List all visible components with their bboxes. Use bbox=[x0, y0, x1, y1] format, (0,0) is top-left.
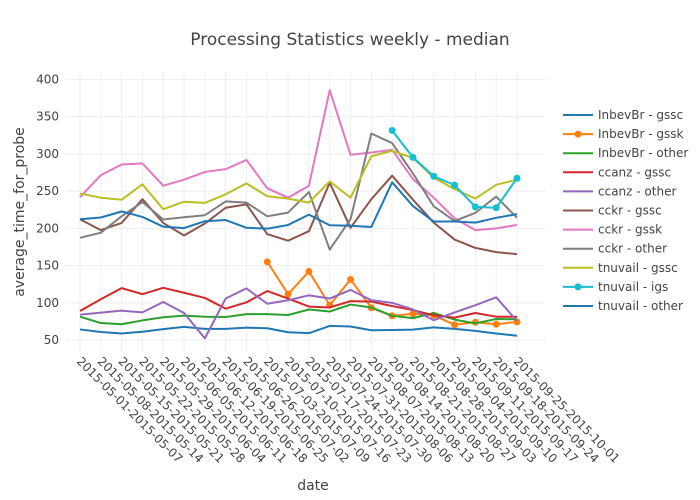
series-line bbox=[79, 324, 518, 337]
series-tnuvail-other bbox=[79, 181, 518, 230]
legend-item[interactable]: ccanz - other bbox=[563, 184, 676, 198]
y-axis-label: average_time_for_probe bbox=[12, 127, 28, 297]
y-tick-label: 250 bbox=[36, 184, 59, 198]
data-point bbox=[347, 275, 355, 283]
series-tnuvail-gssc bbox=[79, 149, 518, 211]
legend-item[interactable]: InbevBr - gssk bbox=[563, 127, 683, 141]
data-point bbox=[471, 203, 479, 211]
data-point bbox=[451, 181, 459, 189]
x-axis-label: date bbox=[297, 478, 329, 494]
legend-label: cckr - other bbox=[598, 242, 667, 256]
data-point bbox=[492, 204, 500, 212]
y-tick-label: 300 bbox=[36, 147, 59, 161]
data-point bbox=[388, 126, 396, 134]
data-point bbox=[409, 310, 417, 318]
series-line bbox=[79, 149, 518, 211]
series-line bbox=[79, 287, 518, 340]
legend-item[interactable]: InbevBr - gssc bbox=[563, 108, 683, 122]
data-point bbox=[430, 172, 438, 180]
legend-item[interactable]: tnuvail - igs bbox=[563, 280, 668, 294]
legend-marker bbox=[574, 283, 582, 291]
y-tick-label: 50 bbox=[44, 333, 59, 347]
legend-item[interactable]: tnuvail - gssc bbox=[563, 261, 678, 275]
series-cckr-gssk bbox=[79, 89, 518, 232]
y-axis-ticks: 50 100 150 200 250 300 350 400 bbox=[36, 72, 59, 347]
y-tick-label: 400 bbox=[36, 72, 59, 86]
legend-label: tnuvail - igs bbox=[598, 280, 668, 294]
legend-label: ccanz - gssc bbox=[598, 165, 671, 179]
plot-series bbox=[79, 89, 521, 340]
legend[interactable]: InbevBr - gssc InbevBr - gssk InbevBr - ot… bbox=[563, 108, 688, 313]
series-tnuvail-igs bbox=[388, 126, 521, 212]
legend-item[interactable]: tnuvail - other bbox=[563, 299, 683, 313]
x-axis-ticks: 2015-05-01-2015-05-072015-05-08-2015-05-… bbox=[74, 354, 623, 466]
series-cckr-other bbox=[79, 132, 518, 251]
data-point bbox=[305, 267, 313, 275]
series-ccanz-other bbox=[79, 287, 518, 340]
chart-title: Processing Statistics weekly - median bbox=[190, 30, 509, 50]
series-line bbox=[79, 89, 518, 232]
y-tick-label: 100 bbox=[36, 296, 59, 310]
series-line bbox=[79, 181, 518, 230]
legend-label: cckr - gssk bbox=[598, 223, 662, 237]
y-tick-label: 350 bbox=[36, 110, 59, 124]
legend-item[interactable]: InbevBr - other bbox=[563, 146, 688, 160]
data-point bbox=[492, 320, 500, 328]
legend-label: InbevBr - gssc bbox=[598, 108, 683, 122]
legend-label: ccanz - other bbox=[598, 184, 676, 198]
data-point bbox=[284, 290, 292, 298]
legend-item[interactable]: cckr - gssc bbox=[563, 204, 662, 218]
legend-item[interactable]: cckr - other bbox=[563, 242, 667, 256]
legend-label: cckr - gssc bbox=[598, 204, 662, 218]
y-tick-label: 150 bbox=[36, 259, 59, 273]
legend-label: tnuvail - other bbox=[598, 299, 683, 313]
legend-label: InbevBr - other bbox=[598, 146, 688, 160]
legend-label: tnuvail - gssc bbox=[598, 261, 678, 275]
legend-marker bbox=[574, 130, 582, 138]
data-point bbox=[513, 174, 521, 182]
data-point bbox=[409, 153, 417, 161]
y-tick-label: 200 bbox=[36, 221, 59, 235]
legend-item[interactable]: cckr - gssk bbox=[563, 223, 662, 237]
data-point bbox=[263, 258, 271, 266]
data-point bbox=[451, 321, 459, 329]
legend-label: InbevBr - gssk bbox=[598, 127, 683, 141]
legend-item[interactable]: ccanz - gssc bbox=[563, 165, 671, 179]
series-inbevbr-gssc bbox=[79, 324, 518, 337]
series-line bbox=[79, 132, 518, 251]
